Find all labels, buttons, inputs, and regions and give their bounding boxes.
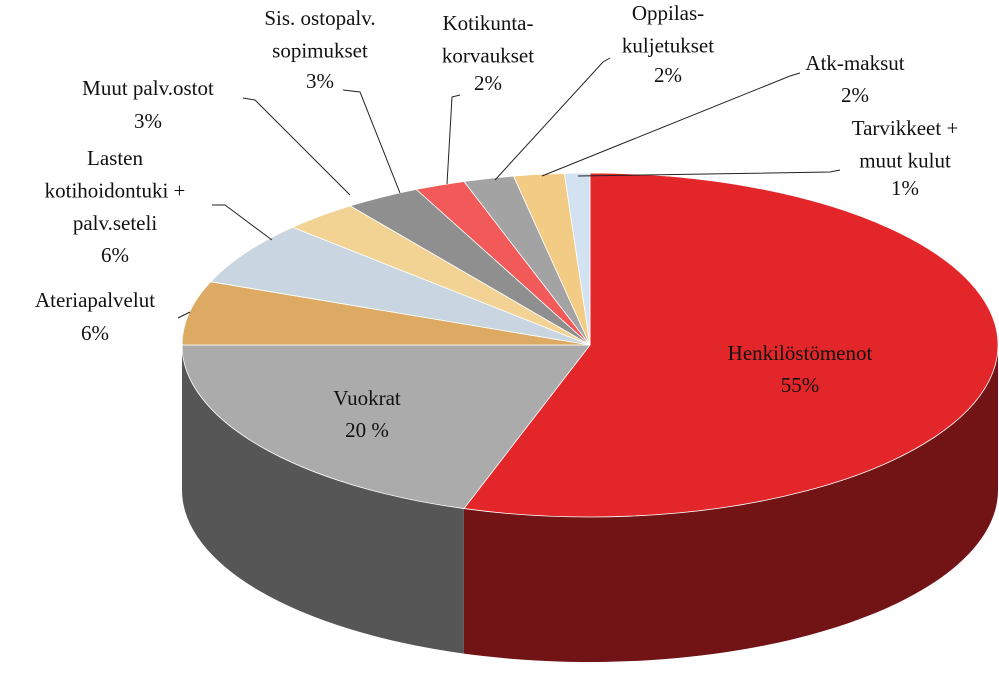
slice [563,172,591,346]
leader-line [577,169,841,177]
slice-label: Lasten kotihoidontuki + palv.seteli [45,146,186,235]
slice [181,344,591,510]
slice-label: Sis. ostopalv. sopimukset [264,6,375,63]
leader-line [212,204,273,241]
slice-label: Tarvikkeet + muut kulut [852,116,959,173]
value-label: 6% [81,321,109,345]
leader-line [242,97,351,196]
slice-label: Kotikunta-korvaukset [442,11,534,68]
leader-line [494,57,611,181]
slice-label: Ateriapalvelut [35,288,155,312]
slice-label: Muut palv.ostot [82,76,214,100]
value-label: 2% [841,83,869,107]
slice [463,172,999,518]
slice-label: Atk-maksut [805,51,904,75]
leader-line [541,72,801,177]
leader-line [342,89,401,194]
slice-side [463,345,998,662]
value-label: 20 % [345,418,389,442]
slice-label: Oppilas-kuljetukset [622,1,714,58]
leader-line [177,311,191,319]
value-label: 6% [101,243,129,267]
value-label: 1% [891,176,919,200]
value-label: 3% [306,69,334,93]
slice [209,226,591,346]
value-label: 3% [134,109,162,133]
value-label: 55% [781,373,820,397]
leader-line [446,94,461,185]
value-label: 2% [654,63,682,87]
value-label: 2% [474,71,502,95]
slice-label: Vuokrat [333,386,401,410]
slice-label: Henkilöstömenot [728,341,873,365]
slice-side [182,345,464,654]
